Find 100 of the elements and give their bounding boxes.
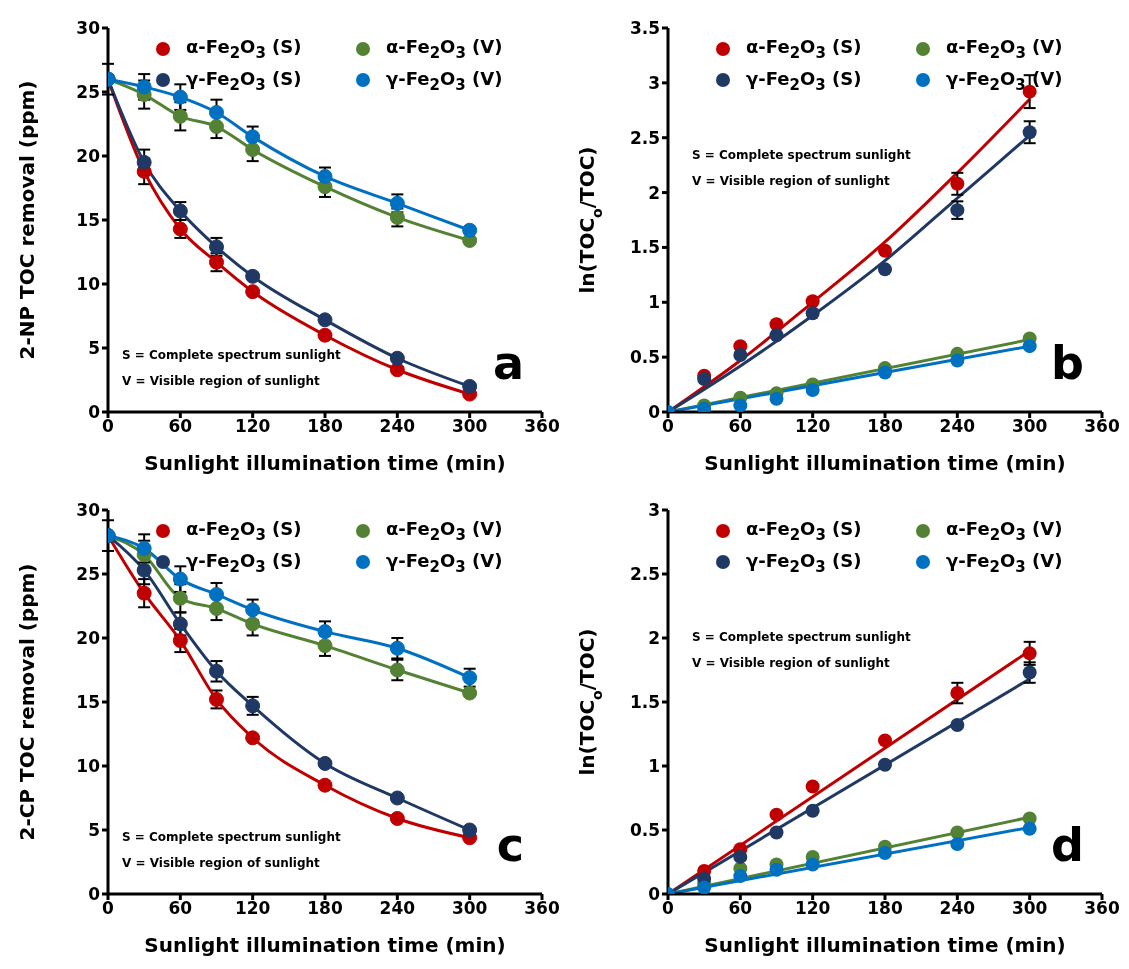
point: [172, 108, 188, 124]
y-tick-label: 1.5: [629, 237, 660, 258]
point: [389, 662, 405, 678]
legend-label: γ-Fe$_{2}$O$_{3}$ (V): [946, 549, 1063, 576]
x-axis-title: Sunlight illumination time (min): [704, 451, 1066, 475]
y-axis-title: 2-NP TOC removal (ppm): [15, 80, 39, 360]
x-tick-label: 240: [379, 898, 416, 919]
x-tick-label: 60: [728, 416, 753, 437]
point: [209, 119, 224, 135]
point: [697, 880, 712, 894]
annotation: V = Visible region of sunlight: [122, 374, 320, 388]
x-tick-label: 120: [234, 416, 271, 437]
y-tick-label: 0: [648, 884, 661, 905]
point: [878, 365, 892, 380]
legend-label: γ-Fe$_{2}$O$_{3}$ (S): [186, 67, 302, 94]
point: [389, 350, 405, 366]
y-tick-label: 0: [88, 402, 101, 423]
x-axis-title: Sunlight illumination time (min): [144, 933, 506, 957]
point: [245, 268, 261, 284]
point: [805, 857, 820, 872]
y-tick-label: 30: [76, 18, 101, 39]
x-tick-label: 240: [939, 416, 976, 437]
legend-label: α-Fe$_{2}$O$_{3}$ (V): [946, 36, 1063, 62]
y-tick-label: 10: [76, 756, 101, 777]
point: [462, 685, 478, 701]
y-tick-label: 1.5: [629, 692, 660, 713]
x-tick-label: 180: [307, 898, 343, 919]
y-tick-label: 2: [648, 628, 660, 649]
point: [805, 383, 820, 398]
x-axis-title: Sunlight illumination time (min): [144, 451, 506, 475]
point: [245, 284, 261, 300]
legend-label: γ-Fe$_{2}$O$_{3}$ (S): [186, 549, 302, 576]
y-tick-label: 2.5: [629, 564, 660, 585]
point: [878, 733, 892, 748]
point: [805, 803, 820, 818]
x-tick-label: 300: [1011, 416, 1048, 437]
x-tick-label: 240: [379, 416, 416, 437]
y-tick-label: 15: [76, 692, 100, 713]
point: [1022, 821, 1037, 836]
point: [1022, 339, 1037, 354]
point: [878, 243, 892, 258]
x-tick-label: 360: [1084, 898, 1120, 919]
legend-label: γ-Fe$_{2}$O$_{3}$ (S): [746, 67, 862, 94]
legend-label: α-Fe$_{2}$O$_{3}$ (S): [746, 518, 862, 544]
point: [172, 616, 188, 632]
x-tick-label: 180: [307, 416, 343, 437]
y-tick-label: 0: [88, 884, 101, 905]
y-tick-label: 1: [648, 756, 660, 777]
point: [462, 822, 478, 838]
point: [317, 638, 333, 654]
annotation: S = Complete spectrum sunlight: [692, 148, 911, 162]
y-tick-label: 30: [76, 500, 101, 521]
point: [878, 757, 892, 772]
point: [389, 810, 405, 826]
point: [733, 849, 748, 864]
point: [805, 294, 820, 309]
y-tick-label: 10: [76, 274, 101, 295]
point: [769, 807, 784, 822]
point: [172, 571, 188, 587]
x-tick-label: 0: [662, 898, 675, 919]
x-tick-label: 0: [662, 416, 675, 437]
point: [209, 663, 224, 679]
y-tick-label: 3: [648, 72, 660, 93]
point: [245, 602, 261, 618]
x-tick-label: 0: [102, 898, 115, 919]
point: [462, 222, 478, 238]
y-tick-label: 5: [88, 338, 100, 359]
point: [136, 585, 152, 601]
y-tick-label: 1: [648, 292, 660, 313]
y-tick-label: 25: [76, 82, 100, 103]
point: [389, 790, 405, 806]
point: [209, 601, 224, 617]
point: [733, 869, 748, 884]
point: [209, 586, 224, 602]
y-tick-label: 0: [648, 402, 661, 423]
point: [950, 837, 965, 852]
x-tick-label: 60: [168, 898, 193, 919]
point: [317, 624, 333, 640]
y-tick-label: 0.5: [629, 347, 660, 368]
point: [136, 562, 152, 578]
y-tick-label: 2.5: [629, 127, 660, 148]
point: [389, 640, 405, 656]
legend-label: α-Fe$_{2}$O$_{3}$ (V): [386, 518, 503, 544]
y-tick-label: 20: [76, 146, 101, 167]
annotation: V = Visible region of sunlight: [692, 656, 890, 670]
point: [950, 176, 965, 191]
y-tick-label: 5: [88, 820, 100, 841]
x-axis-title: Sunlight illumination time (min): [704, 933, 1066, 957]
point: [950, 353, 965, 368]
y-tick-label: 0.5: [629, 820, 660, 841]
annotation: S = Complete spectrum sunlight: [122, 348, 341, 362]
point: [317, 312, 333, 328]
annotation: c: [496, 818, 524, 872]
x-tick-label: 0: [102, 416, 115, 437]
point: [317, 777, 333, 793]
legend-label: α-Fe$_{2}$O$_{3}$ (S): [746, 36, 862, 62]
x-tick-label: 360: [1084, 416, 1120, 437]
annotation: S = Complete spectrum sunlight: [692, 630, 911, 644]
point: [1022, 665, 1037, 680]
y-tick-label: 25: [76, 564, 100, 585]
